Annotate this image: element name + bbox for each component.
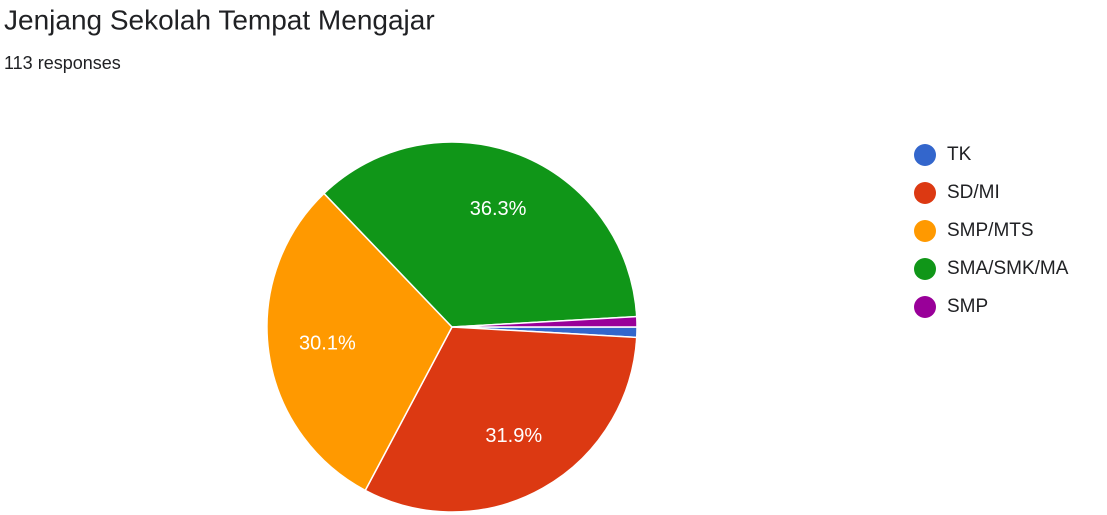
legend-label: SMP	[947, 296, 988, 317]
legend-label: SMA/SMK/MA	[947, 258, 1069, 279]
legend-swatch	[914, 182, 936, 204]
legend-label: SMP/MTS	[947, 220, 1034, 241]
legend-swatch	[914, 258, 936, 280]
slice-label: 30.1%	[299, 333, 356, 355]
pie-slice	[364, 326, 638, 513]
legend-swatch	[914, 296, 936, 318]
chart-subtitle: 113 responses	[4, 53, 121, 73]
chart-title: Jenjang Sekolah Tempat Mengajar	[4, 4, 435, 35]
legend-label: SD/MI	[947, 182, 1000, 203]
legend-swatch	[914, 220, 936, 242]
pie-slice	[322, 141, 638, 328]
legend-swatch	[914, 144, 936, 166]
slice-label: 31.9%	[485, 425, 542, 447]
legend-label: TK	[947, 144, 972, 165]
pie-slice	[451, 315, 638, 328]
slice-label: 36.3%	[470, 198, 527, 220]
pie-slice	[266, 192, 453, 492]
